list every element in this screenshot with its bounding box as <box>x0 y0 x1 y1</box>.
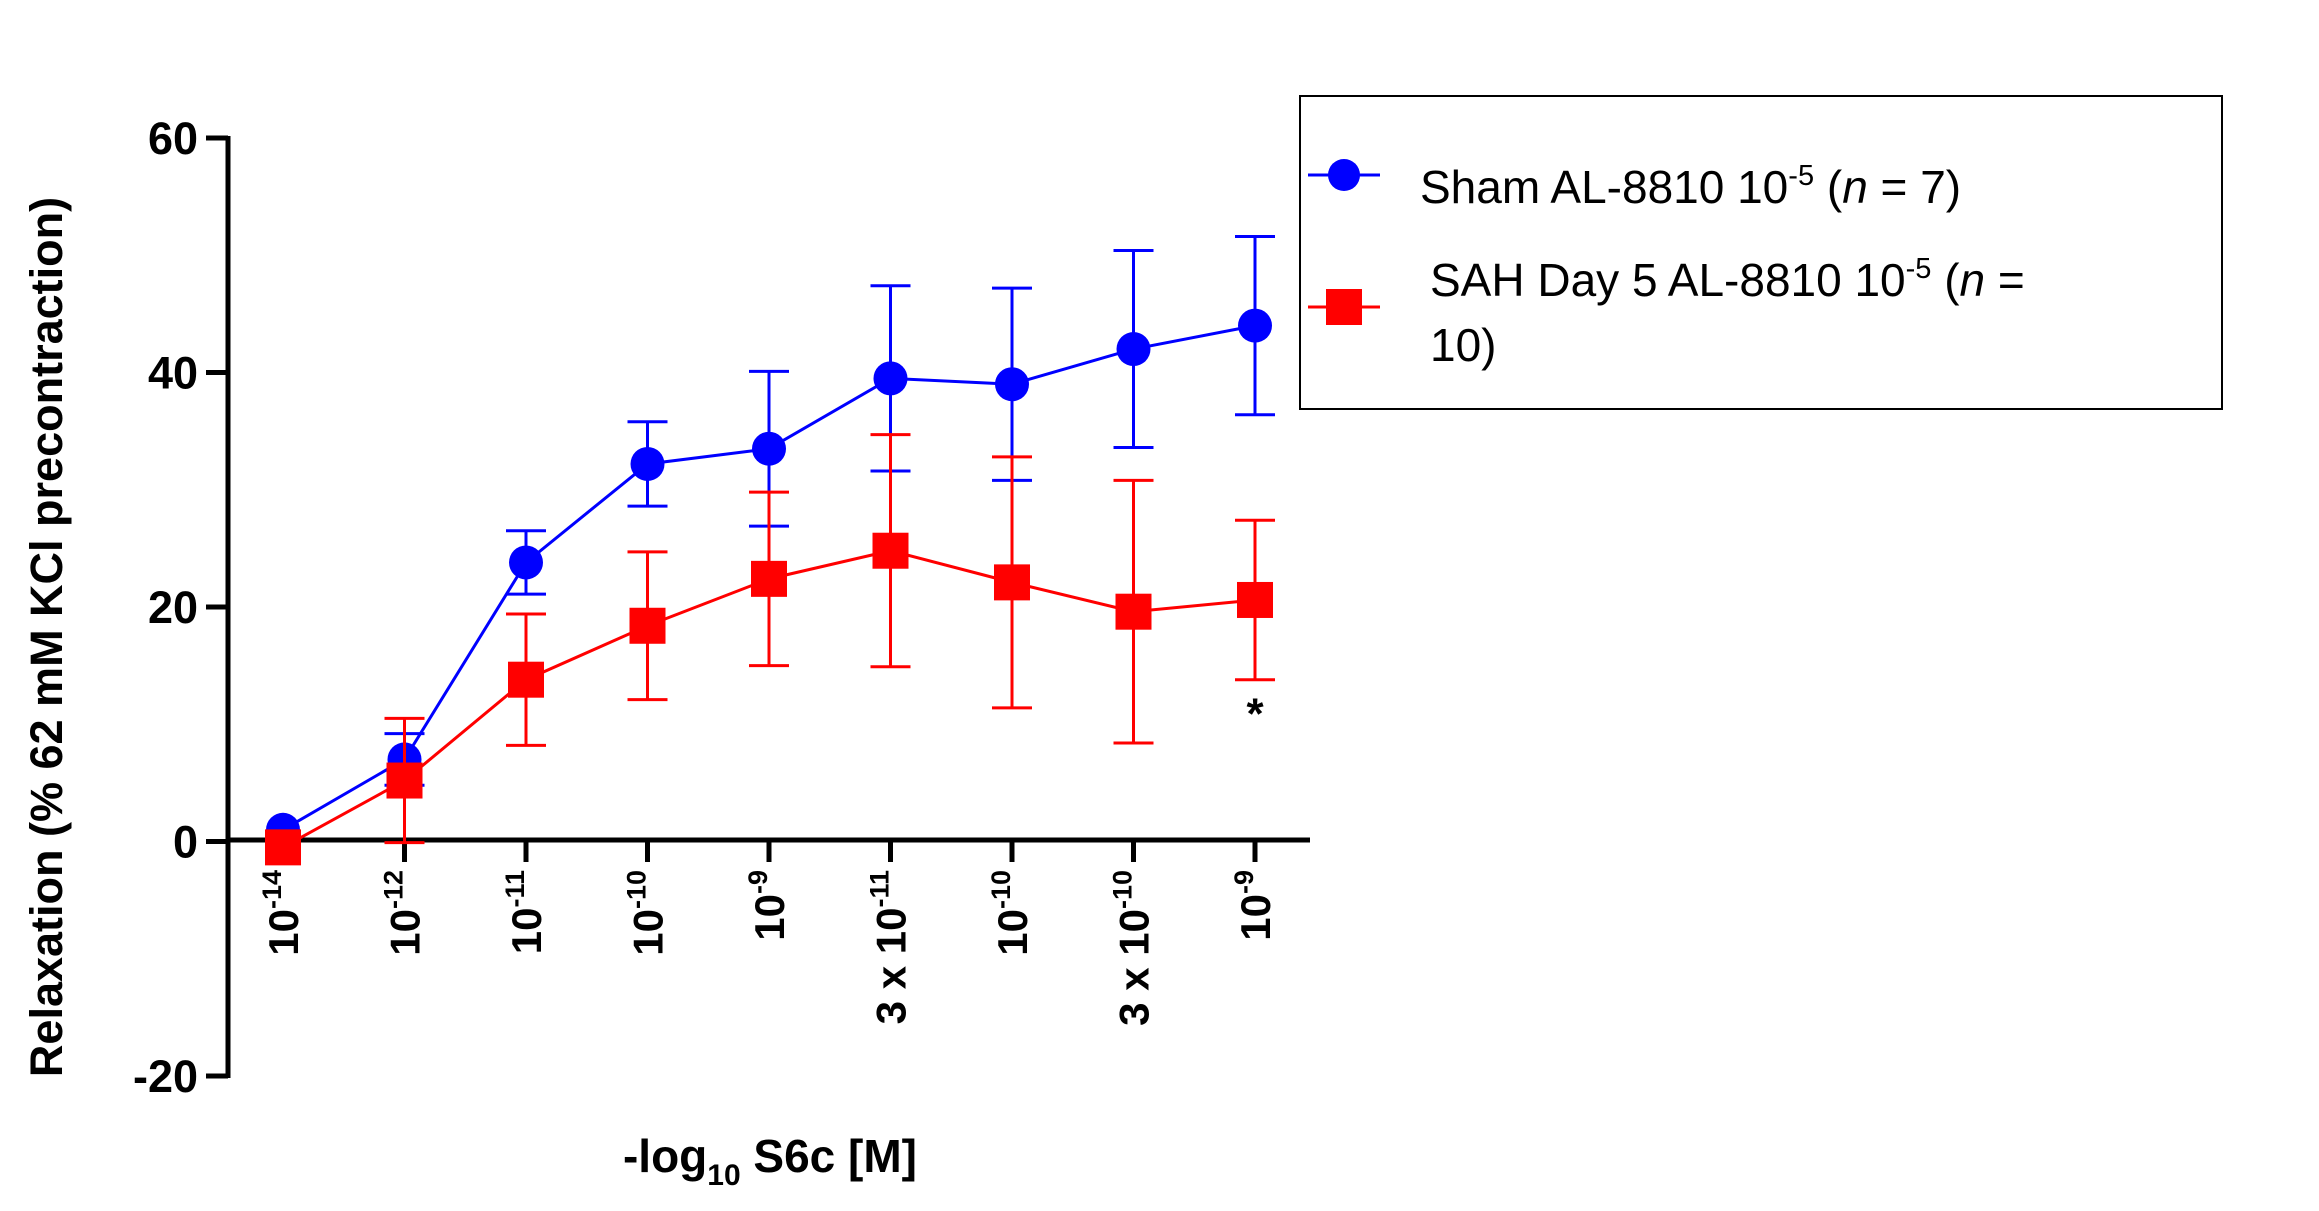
legend-label-mid: ( <box>1931 254 1960 306</box>
x-tick-base: 10 <box>503 908 550 955</box>
data-point <box>1238 308 1272 343</box>
x-tick-exponent: -10 <box>986 870 1016 909</box>
legend-label-tail: = 7) <box>1868 161 1961 213</box>
data-point <box>508 661 544 698</box>
data-point <box>265 829 301 866</box>
x-axis-title-prefix: -log <box>623 1130 707 1182</box>
legend-label-mid: ( <box>1814 161 1843 213</box>
legend-label-superscript: -5 <box>1788 160 1814 192</box>
legend-label-tail: = <box>1985 254 2025 306</box>
x-tick-label: 10-11 <box>500 870 550 954</box>
legend-marker <box>1328 159 1360 191</box>
x-tick-base: 10 <box>1111 909 1158 956</box>
x-tick-prefix: 3 x <box>868 954 915 1024</box>
legend: Sham AL-8810 10-5 (n = 7)SAH Day 5 AL-88… <box>1299 95 2223 410</box>
data-point <box>629 607 666 644</box>
y-axis-title: Relaxation (% 62 mM KCl precontraction) <box>21 197 72 1077</box>
data-point <box>630 446 665 481</box>
data-point <box>509 545 543 580</box>
x-tick-exponent: -9 <box>743 870 773 894</box>
x-tick-exponent: -10 <box>1108 870 1138 909</box>
data-point <box>1237 581 1273 618</box>
data-point <box>995 367 1029 402</box>
y-tick-label: 40 <box>148 348 198 399</box>
x-tick-label: 3 x 10-10 <box>1108 870 1158 1026</box>
y-tick-label: -20 <box>133 1051 198 1102</box>
data-point <box>752 431 786 466</box>
x-tick-exponent: -10 <box>622 870 652 909</box>
x-tick-label: 3 x 10-11 <box>865 870 915 1024</box>
x-axis-title: -log10 S6c [M] <box>623 1130 917 1192</box>
legend-item-2: SAH Day 5 AL-8810 10-5 (n = 10) <box>1308 253 2025 371</box>
series-2 <box>265 433 1275 866</box>
legend-label-lead: SAH Day 5 AL-8810 10 <box>1430 254 1906 306</box>
y-tick-label: 0 <box>173 817 198 868</box>
x-tick-label: 10-10 <box>622 870 672 956</box>
x-axis-title-subscript: 10 <box>707 1159 740 1192</box>
x-tick-label: 10-9 <box>743 870 793 941</box>
x-tick-base: 10 <box>989 909 1036 956</box>
data-point <box>751 560 787 597</box>
legend-label-lead: Sham AL-8810 10 <box>1420 161 1788 213</box>
significance-annotation: * <box>1246 690 1264 739</box>
y-tick-label: 60 <box>148 113 198 164</box>
x-tick-base: 10 <box>746 894 793 941</box>
x-tick-label: 10-10 <box>986 870 1036 956</box>
legend-label-line2: 10) <box>1430 319 1496 371</box>
x-tick-base: 10 <box>260 909 307 956</box>
data-point <box>872 532 909 569</box>
data-point <box>386 762 423 799</box>
x-tick-base: 10 <box>625 909 672 956</box>
plot-area: * <box>265 234 1275 866</box>
axes: -20 0 20 40 60 Relaxation (% 62 mM KCl precon… <box>21 113 1310 1192</box>
x-tick-label: 10-14 <box>257 870 307 956</box>
data-point <box>873 361 908 396</box>
legend-label-italic: n <box>1842 161 1868 213</box>
x-tick-exponent: -14 <box>257 870 287 909</box>
x-tick-base: 10 <box>1232 894 1279 941</box>
legend-marker <box>1326 289 1362 325</box>
legend-label-superscript: -5 <box>1906 253 1932 285</box>
x-tick-exponent: -11 <box>500 870 530 908</box>
legend-label: Sham AL-8810 10-5 (n = 7) <box>1420 160 1961 213</box>
x-tick-label: 10-9 <box>1229 870 1279 941</box>
data-point <box>1116 332 1151 367</box>
legend-item-1: Sham AL-8810 10-5 (n = 7) <box>1308 159 1961 213</box>
data-point <box>1115 593 1152 630</box>
y-tick-label: 20 <box>148 582 198 633</box>
x-tick-prefix: 3 x <box>1111 956 1158 1026</box>
data-point <box>994 564 1030 601</box>
legend-box <box>1299 95 2223 410</box>
x-tick-exponent: -12 <box>379 870 409 909</box>
x-tick-base: 10 <box>868 908 915 955</box>
x-tick-base: 10 <box>382 909 429 956</box>
legend-label-italic: n <box>1960 254 1986 306</box>
x-axis-title-suffix: S6c [M] <box>741 1130 917 1182</box>
legend-label: SAH Day 5 AL-8810 10-5 (n = <box>1430 253 2025 306</box>
x-tick-exponent: -11 <box>865 870 895 908</box>
x-tick-exponent: -9 <box>1229 870 1259 894</box>
x-tick-label: 10-12 <box>379 870 429 956</box>
